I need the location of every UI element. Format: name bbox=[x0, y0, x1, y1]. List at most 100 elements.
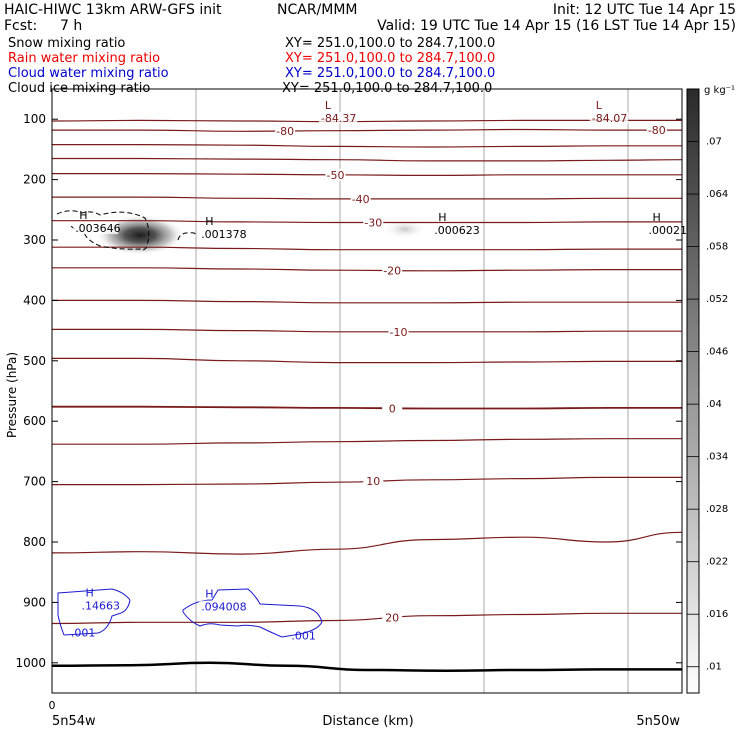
ice-maximum-value-bg-0 bbox=[73, 221, 118, 234]
isotherm-contours: -80 -80 -50 -40 -30 -20 -10 0 10 20 bbox=[52, 119, 682, 625]
colorbar-unit: g kg⁻¹ bbox=[704, 85, 735, 96]
cloud-water-maximum-value-bg-0 bbox=[79, 599, 118, 612]
isotherm-8 bbox=[52, 267, 682, 272]
y-axis-label: Pressure (hPa) bbox=[5, 352, 19, 438]
ground-surface bbox=[51, 661, 682, 672]
minimum-marker-0: L bbox=[325, 99, 332, 112]
y-tick-label-4: 500 bbox=[23, 354, 46, 368]
isotherm-0 bbox=[52, 128, 682, 132]
y-tick-label-3: 400 bbox=[23, 293, 46, 307]
y-tick-label-7: 800 bbox=[23, 535, 46, 549]
isotherm-label-10-0: -10 bbox=[390, 326, 408, 339]
minimum-value-1: -84.07 bbox=[592, 112, 627, 125]
cloud-water-contours bbox=[57, 588, 323, 638]
field-xy-snow: XY= 251.0,100.0 to 284.7,100.0 bbox=[285, 36, 495, 51]
isotherm-label-14-0: 10 bbox=[366, 475, 380, 488]
isotherm-2 bbox=[52, 143, 682, 148]
x-tick-label-0: 0 bbox=[49, 699, 56, 712]
extrema-labels: L-84.37L-84.07H.003646H.001378H.000623H.… bbox=[71, 99, 687, 643]
colorbar-tick-label-2: .022 bbox=[706, 557, 728, 568]
isotherm-5 bbox=[52, 196, 682, 200]
colorbar-tick-label-5: .04 bbox=[706, 399, 722, 410]
snow-blob-1 bbox=[382, 219, 427, 239]
ice-maximum-marker-3: H bbox=[653, 211, 661, 224]
isotherm-label-bg-14-0 bbox=[363, 475, 384, 488]
minimum-marker-1: L bbox=[596, 99, 603, 112]
ice-maximum-value-0: .003646 bbox=[75, 222, 121, 235]
field-xy-rain: XY= 251.0,100.0 to 284.7,100.0 bbox=[285, 51, 495, 66]
isotherm-3 bbox=[52, 157, 682, 162]
x-end-label-left: 5n54w bbox=[52, 714, 96, 729]
minimum-value-0: -84.37 bbox=[321, 112, 356, 125]
isotherm-12 bbox=[52, 405, 682, 410]
ice-maximum-value-1: .001378 bbox=[201, 228, 247, 241]
y-tick-label-8: 900 bbox=[23, 595, 46, 609]
isotherm-11 bbox=[52, 357, 682, 364]
forecast-value: 7 h bbox=[60, 18, 82, 34]
ice-maximum-value-3: .00021 bbox=[649, 224, 688, 237]
ice-maximum-marker-2: H bbox=[438, 211, 446, 224]
ice-maximum-value-bg-3 bbox=[646, 223, 685, 236]
field-name-snow: Snow mixing ratio bbox=[8, 36, 125, 51]
cloud-water-contour-label-0: .001 bbox=[71, 627, 96, 640]
isotherm-label-bg-0-1 bbox=[646, 124, 667, 137]
isotherm-label-bg-6-0 bbox=[363, 216, 384, 229]
snow-shading bbox=[96, 215, 427, 256]
snow-blob-0 bbox=[96, 215, 185, 256]
field-name-cloud-water: Cloud water mixing ratio bbox=[8, 66, 169, 81]
cloud-water-contour-left bbox=[57, 588, 131, 636]
cloud-ice-contours bbox=[56, 210, 197, 251]
isotherm-1 bbox=[52, 119, 682, 123]
forecast-label: Fcst: bbox=[4, 18, 37, 34]
colorbar-tick-label-9: .064 bbox=[706, 189, 728, 200]
isotherm-label-5-0: -40 bbox=[352, 193, 370, 206]
isotherm-label-bg-12-0 bbox=[382, 402, 403, 415]
isotherm-label-bg-8-0 bbox=[382, 264, 403, 277]
field-legend: Snow mixing ratio XY= 251.0,100.0 to 284… bbox=[8, 36, 495, 96]
ice-contour-left bbox=[56, 210, 150, 251]
cloud-water-contour-label-1: .001 bbox=[291, 630, 316, 643]
isotherm-label-bg-4-0 bbox=[325, 168, 346, 181]
vertical-gridlines bbox=[195, 89, 629, 693]
plot-frame bbox=[51, 88, 683, 694]
cloud-water-maximum-marker-1: H bbox=[205, 588, 213, 601]
isotherm-4 bbox=[52, 172, 682, 177]
colorbar-frame bbox=[686, 88, 700, 694]
isotherm-label-12-0: 0 bbox=[389, 402, 396, 415]
isotherm-13 bbox=[52, 438, 682, 445]
isotherm-label-0-0: -80 bbox=[276, 125, 294, 138]
colorbar-ticks: .01 .016 .022 .028 .034 .04 .046 .052 .058 .064 .0… bbox=[687, 137, 728, 673]
colorbar-tick-label-4: .034 bbox=[706, 452, 728, 463]
cloud-water-maximum-value-bg-1 bbox=[199, 600, 244, 613]
isotherm-label-bg-10-0 bbox=[388, 325, 409, 338]
ice-maximum-value-bg-2 bbox=[432, 223, 478, 236]
isotherm-label-bg-0-0 bbox=[275, 124, 296, 137]
y-tick-label-1: 200 bbox=[23, 173, 46, 187]
cloud-water-contour-right bbox=[182, 588, 323, 638]
isotherm-label-8-0: -20 bbox=[383, 265, 401, 278]
colorbar-tick-label-1: .016 bbox=[706, 609, 728, 620]
ice-contour-mid bbox=[177, 232, 197, 241]
isotherm-label-6-0: -30 bbox=[364, 216, 382, 229]
colorbar: .01 .016 .022 .028 .034 .04 .046 .052 .058 .064 .0… bbox=[686, 85, 735, 694]
isotherm-label-bg-16-0 bbox=[382, 611, 403, 624]
y-tick-label-5: 600 bbox=[23, 414, 46, 428]
field-name-rain: Rain water mixing ratio bbox=[8, 51, 160, 66]
valid-time: Valid: 19 UTC Tue 14 Apr 15 (16 LST Tue … bbox=[377, 18, 736, 34]
ice-maximum-value-2: .000623 bbox=[434, 224, 480, 237]
init-time: Init: 12 UTC Tue 14 Apr 15 bbox=[553, 2, 736, 18]
isotherm-10 bbox=[52, 328, 682, 333]
isotherm-label-bg-5-0 bbox=[350, 192, 371, 205]
ice-maximum-marker-0: H bbox=[79, 209, 87, 222]
colorbar-tick-label-8: .058 bbox=[706, 242, 728, 253]
minimum-value-bg-0 bbox=[318, 112, 358, 125]
isotherm-15 bbox=[52, 531, 682, 555]
y-tick-label-0: 100 bbox=[23, 112, 46, 126]
isotherm-label-16-0: 20 bbox=[385, 612, 399, 625]
isotherm-label-4-0: -50 bbox=[327, 169, 345, 182]
x-end-label-right: 5n50w bbox=[636, 714, 680, 729]
header: HAIC-HIWC 13km ARW-GFS init NCAR/MMM Ini… bbox=[4, 2, 736, 34]
